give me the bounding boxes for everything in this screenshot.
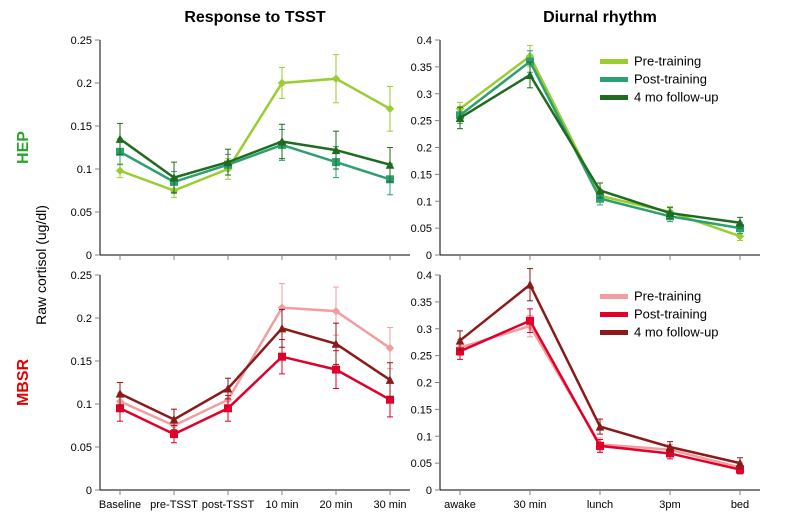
ytick-label: 0.25 [71, 270, 92, 282]
ytick-label: 0.05 [71, 207, 92, 219]
ytick-label: 0.35 [411, 62, 432, 74]
row-label-hep: HEP [15, 131, 32, 164]
xtick-label: 10 min [265, 499, 298, 511]
legend-mbsr: Pre-training Post-training 4 mo follow-up [600, 289, 719, 340]
xtick-label: awake [444, 499, 476, 511]
legend-label: Post-training [634, 307, 707, 322]
panel-mbsr_tsst: 0 0.05 0.1 0.15 0.2 0.25 Baseline pre-TSST post-… [71, 270, 410, 511]
ytick-label: 0.05 [411, 223, 432, 235]
line-Post-training [120, 357, 390, 434]
legend-label: Pre-training [634, 289, 701, 304]
ytick-label: 0.05 [411, 458, 432, 470]
ytick-label: 0.25 [411, 116, 432, 128]
legend-label: Pre-training [634, 54, 701, 69]
ytick-label: 0 [426, 485, 432, 497]
ytick-label: 0.2 [77, 78, 92, 90]
col-title-diurnal: Diurnal rhythm [543, 9, 657, 26]
ytick-label: 0.4 [417, 270, 432, 282]
panel-hep_diurnal: 0 0.05 0.1 0.15 0.2 0.25 0.3 0.35 0.4 [411, 35, 760, 262]
y-axis-label: Raw cortisol (ug/dl) [33, 205, 49, 325]
panel-mbsr_diurnal: 0 0.05 0.1 0.15 0.2 0.25 0.3 0.35 0.4 awake 30 min… [411, 269, 760, 511]
panel-hep_tsst: 0 0.05 0.1 0.15 0.2 0.25 [71, 35, 410, 262]
series-hep_tsst-2 [117, 123, 394, 193]
ytick-label: 0.1 [77, 399, 92, 411]
ytick-label: 0.2 [417, 378, 432, 390]
ytick-label: 0.1 [77, 164, 92, 176]
ytick-label: 0.15 [71, 356, 92, 368]
ytick-label: 0.15 [71, 121, 92, 133]
ytick-label: 0.35 [411, 297, 432, 309]
ytick-label: 0 [426, 250, 432, 262]
ytick-label: 0.1 [417, 431, 432, 443]
legend-label: 4 mo follow-up [634, 90, 719, 105]
series-hep_tsst-0 [117, 55, 394, 198]
series-mbsr_tsst-2 [117, 309, 394, 429]
xtick-label: 30 min [513, 499, 546, 511]
xtick-label: Baseline [99, 499, 141, 511]
figure-svg: Response to TSST Diurnal rhythm HEP MBSR Raw… [0, 0, 800, 526]
ytick-label: 0 [86, 250, 92, 262]
ytick-label: 0.2 [77, 313, 92, 325]
xtick-label: 3pm [659, 499, 680, 511]
xtick-label: 30 min [373, 499, 406, 511]
ytick-label: 0.4 [417, 35, 432, 47]
line-4 mo follow-up [120, 139, 390, 178]
legend-label: 4 mo follow-up [634, 325, 719, 340]
xtick-label: post-TSST [202, 499, 255, 511]
line-Pre-training [120, 308, 390, 426]
xtick-label: 20 min [319, 499, 352, 511]
row-label-mbsr: MBSR [15, 359, 32, 407]
ytick-label: 0.3 [417, 324, 432, 336]
line-4 mo follow-up [120, 328, 390, 419]
legend-label: Post-training [634, 72, 707, 87]
ytick-label: 0.25 [411, 351, 432, 363]
ytick-label: 0.3 [417, 89, 432, 101]
col-title-tsst: Response to TSST [184, 9, 326, 26]
ytick-label: 0.2 [417, 143, 432, 155]
xtick-label: pre-TSST [150, 499, 198, 511]
ytick-label: 0.15 [411, 169, 432, 181]
xtick-label: lunch [587, 499, 613, 511]
ytick-label: 0.15 [411, 404, 432, 416]
ytick-label: 0.25 [71, 35, 92, 47]
ytick-label: 0.1 [417, 196, 432, 208]
ytick-label: 0 [86, 485, 92, 497]
xtick-label: bed [731, 499, 749, 511]
ytick-label: 0.05 [71, 442, 92, 454]
legend-hep: Pre-training Post-training 4 mo follow-up [600, 54, 719, 105]
